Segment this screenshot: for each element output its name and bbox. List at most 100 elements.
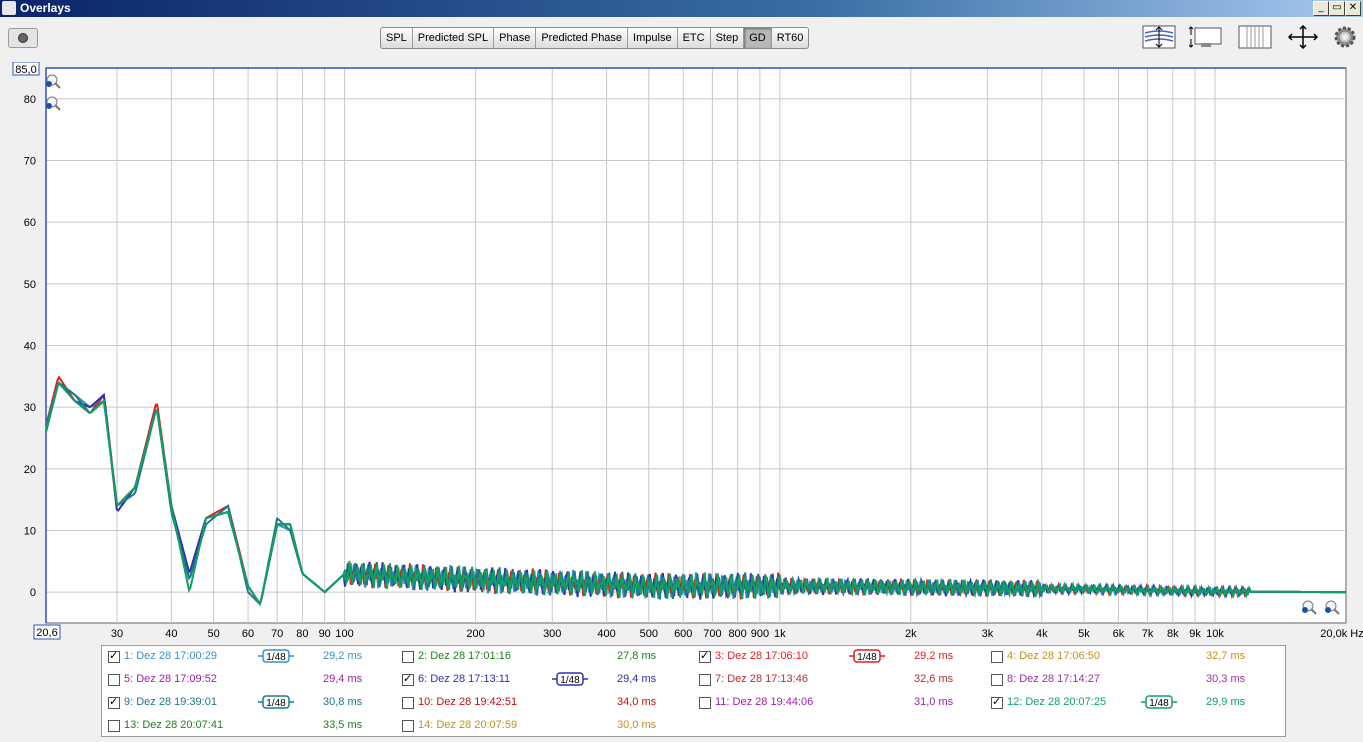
close-button[interactable]: ✕ [1345, 1, 1361, 16]
measurement-delay-5: 29,4 ms [323, 673, 363, 685]
graph-type-tabs: SPL Predicted SPL Phase Predicted Phase Impu… [380, 27, 810, 49]
measurement-name-3[interactable]: 3: Dez 28 17:06:10 [715, 650, 808, 662]
vertical-fit-icon[interactable] [1142, 25, 1176, 49]
x-tick-label: 300 [543, 628, 561, 640]
measurement-name-11[interactable]: 11: Dez 28 19:44:06 [715, 696, 814, 708]
java-app-icon [2, 1, 16, 15]
window-title: Overlays [20, 1, 71, 15]
y-tick-label: 60 [24, 217, 36, 229]
x-tick-label: 5k [1078, 628, 1090, 640]
measurement-checkbox-4[interactable] [991, 651, 1003, 663]
smoothing-label: 1/48 [266, 698, 286, 709]
x-tick-label: 700 [703, 628, 721, 640]
settings-gear-icon[interactable] [1332, 25, 1358, 49]
measurement-name-9[interactable]: 9: Dez 28 19:39:01 [124, 696, 217, 708]
measurement-delay-14: 30,0 ms [617, 719, 657, 731]
measurement-checkbox-7[interactable] [699, 674, 711, 686]
y-tick-label: 80 [24, 94, 36, 106]
measurement-name-1[interactable]: 1: Dez 28 17:00:29 [124, 650, 217, 662]
smoothing-indicator-9[interactable]: 1/48 [258, 695, 294, 709]
measurement-delay-12: 29,9 ms [1206, 696, 1246, 708]
zoom-in-icon[interactable] [46, 74, 61, 89]
smoothing-indicator-6[interactable]: 1/48 [552, 672, 588, 686]
measurement-delay-1: 29,2 ms [323, 650, 363, 662]
x-tick-label: 90 [319, 628, 331, 640]
measurement-legend: 1: Dez 28 17:00:29 1/48 29,2 ms 2: Dez 28 1… [101, 645, 1286, 737]
y-tick-label: 0 [30, 587, 36, 599]
smoothing-label: 1/48 [560, 675, 580, 686]
tab-step[interactable]: Step [711, 28, 745, 48]
x-tick-label: 2k [905, 628, 917, 640]
zoom-out-icon[interactable] [46, 96, 61, 111]
y-max-box[interactable] [12, 62, 40, 76]
measurement-checkbox-6[interactable] [402, 672, 414, 686]
measurement-checkbox-9[interactable] [108, 695, 120, 709]
measurement-name-6[interactable]: 6: Dez 28 17:13:11 [418, 673, 511, 685]
smoothing-indicator-1[interactable]: 1/48 [258, 649, 294, 663]
tab-predicted-phase[interactable]: Predicted Phase [536, 28, 629, 48]
tab-phase[interactable]: Phase [494, 28, 537, 48]
measurement-delay-7: 32,6 ms [914, 673, 954, 685]
x-tick-label: 8k [1167, 628, 1179, 640]
x-tick-label: 7k [1142, 628, 1154, 640]
measurement-name-7[interactable]: 7: Dez 28 17:13:46 [715, 673, 808, 685]
maximize-button[interactable]: ▭ [1329, 1, 1345, 16]
smoothing-label: 1/48 [266, 652, 286, 663]
measurement-checkbox-13[interactable] [108, 720, 120, 732]
measurement-checkbox-2[interactable] [402, 651, 414, 663]
y-tick-label: 10 [24, 526, 36, 538]
measurement-delay-4: 32,7 ms [1206, 650, 1246, 662]
measurement-delay-13: 33,5 ms [323, 719, 363, 731]
measurement-delay-2: 27,8 ms [617, 650, 657, 662]
x-tick-label: 100 [335, 628, 353, 640]
measurement-checkbox-12[interactable] [991, 695, 1003, 709]
capture-camera-icon[interactable] [8, 28, 38, 48]
minimize-button[interactable]: _ [1313, 1, 1329, 16]
measurement-name-5[interactable]: 5: Dez 28 17:09:52 [124, 673, 217, 685]
y-max-value[interactable]: 85,0 [15, 64, 36, 76]
smoothing-indicator-12[interactable]: 1/48 [1141, 695, 1177, 709]
measurement-name-13[interactable]: 13: Dez 28 20:07:41 [124, 719, 224, 731]
zoom-out-icon[interactable] [1302, 600, 1317, 615]
zoom-in-icon[interactable] [1325, 600, 1340, 615]
measurement-name-10[interactable]: 10: Dez 28 19:42:51 [418, 696, 518, 708]
measurement-checkbox-3[interactable] [699, 649, 711, 663]
y-tick-label: 20 [24, 464, 36, 476]
y-tick-label: 70 [24, 156, 36, 168]
measurement-checkbox-8[interactable] [991, 674, 1003, 686]
x-min-value[interactable]: 20,6 [36, 627, 57, 639]
x-tick-label: 30 [111, 628, 123, 640]
measurement-name-12[interactable]: 12: Dez 28 20:07:25 [1007, 696, 1107, 708]
x-tick-label: 10k [1206, 628, 1224, 640]
smoothing-label: 1/48 [857, 652, 877, 663]
measurement-checkbox-10[interactable] [402, 697, 414, 709]
measurement-checkbox-1[interactable] [108, 649, 120, 663]
fit-all-icon[interactable] [1286, 25, 1320, 49]
measurement-name-2[interactable]: 2: Dez 28 17:01:16 [418, 650, 511, 662]
measurement-name-8[interactable]: 8: Dez 28 17:14:27 [1007, 673, 1100, 685]
x-tick-label: 50 [207, 628, 219, 640]
tab-spl[interactable]: SPL [381, 28, 413, 48]
tab-etc[interactable]: ETC [678, 28, 711, 48]
vertical-scale-icon[interactable] [1189, 25, 1223, 49]
measurement-name-14[interactable]: 14: Dez 28 20:07:59 [418, 719, 518, 731]
x-tick-label: 3k [982, 628, 994, 640]
x-tick-label: 800 [728, 628, 746, 640]
tab-predicted-spl[interactable]: Predicted SPL [413, 28, 495, 48]
tab-gd[interactable]: GD [744, 28, 772, 48]
tab-rt60[interactable]: RT60 [776, 32, 804, 44]
measurement-checkbox-14[interactable] [402, 720, 414, 732]
x-min-box[interactable] [33, 624, 61, 640]
measurement-delay-3: 29,2 ms [914, 650, 954, 662]
group-delay-chart[interactable]: 30 40 50 60 70 80 90 100 200 300 400 500 600 700 800 90… [0, 62, 1363, 642]
horizontal-scale-icon[interactable] [1238, 25, 1272, 49]
measurement-checkbox-11[interactable] [699, 697, 711, 709]
measurement-name-4[interactable]: 4: Dez 28 17:06:50 [1007, 650, 1100, 662]
x-tick-label: 4k [1036, 628, 1048, 640]
measurement-checkbox-5[interactable] [108, 674, 120, 686]
tab-impulse[interactable]: Impulse [628, 28, 678, 48]
smoothing-indicator-3[interactable]: 1/48 [849, 649, 885, 663]
y-tick-label: 40 [24, 341, 36, 353]
x-tick-label: 400 [597, 628, 615, 640]
smoothing-label: 1/48 [1149, 698, 1169, 709]
